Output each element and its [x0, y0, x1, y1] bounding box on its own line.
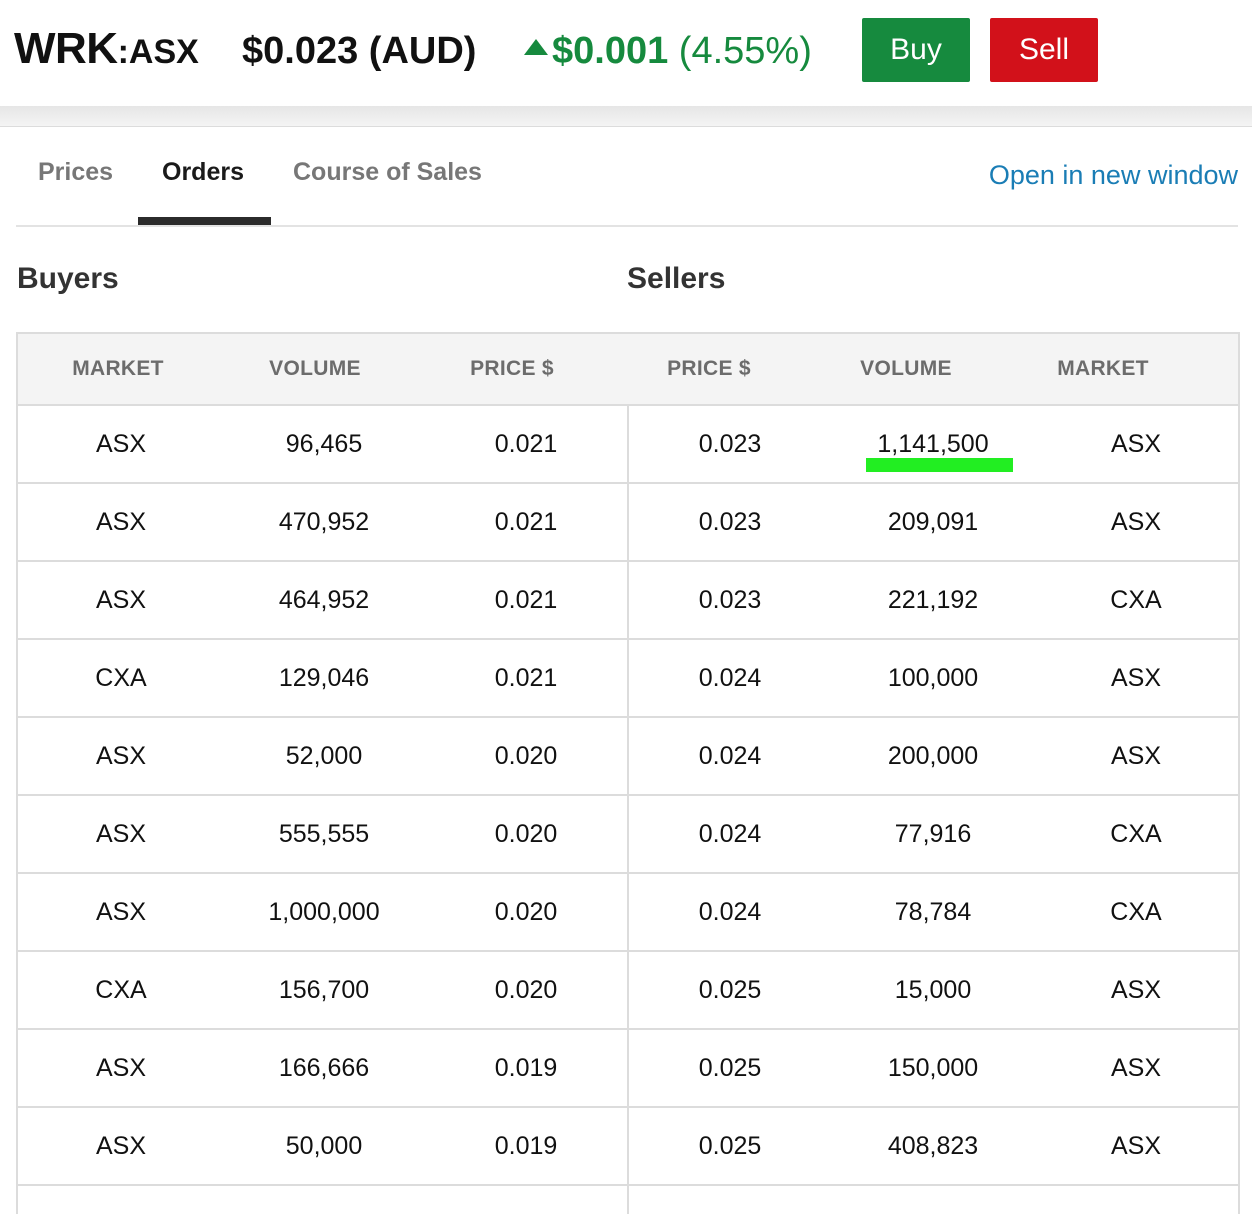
- cell-sell-price: 0.023: [698, 430, 762, 458]
- cell-buy-volume: 464,952: [278, 586, 370, 614]
- table-row: CXA 129,046 0.021 0.024 100,000 ASX: [18, 640, 1238, 718]
- order-book-table: MARKET VOLUME PRICE $ PRICE $ VOLUME MAR…: [16, 332, 1240, 1214]
- cell-sell-market: ASX: [1110, 664, 1162, 692]
- cell-sell-market: ASX: [1110, 1132, 1162, 1160]
- cell-sell-volume: 1,141,500: [877, 430, 989, 458]
- cell-sell-market: CXA: [1110, 898, 1162, 926]
- cell-sell-volume: 15,000: [894, 976, 972, 1004]
- cell-sell-volume: 77,916: [894, 820, 972, 848]
- symbol-code: WRK: [14, 24, 118, 73]
- header-divider: [0, 106, 1252, 127]
- cell-buy-price: 0.021: [494, 430, 558, 458]
- cell-sell-market: ASX: [1110, 430, 1162, 458]
- sell-button[interactable]: Sell: [990, 18, 1098, 82]
- cell-buy-volume: 50,000: [285, 1132, 363, 1160]
- cell-sell-price: 0.023: [698, 586, 762, 614]
- volume-highlight-marker: [866, 458, 1013, 472]
- cell-sell-volume: 150,000: [887, 1054, 979, 1082]
- cell-buy-price: 0.020: [494, 898, 558, 926]
- cell-buy-market: ASX: [95, 586, 147, 614]
- cell-sell-market: ASX: [1110, 508, 1162, 536]
- table-row: ASX 470,952 0.021 0.023 209,091 ASX: [18, 484, 1238, 562]
- change-percent: (4.55%): [678, 30, 812, 72]
- cell-sell-volume: 200,000: [887, 742, 979, 770]
- cell-sell-market: CXA: [1110, 586, 1162, 614]
- cell-buy-volume: 166,666: [278, 1054, 370, 1082]
- col-header-sell-price: PRICE $: [667, 357, 751, 380]
- cell-buy-market: ASX: [95, 742, 147, 770]
- cell-sell-market: ASX: [1110, 742, 1162, 770]
- cell-buy-volume: 555,555: [278, 820, 370, 848]
- ticker-symbol: WRK:ASX: [14, 24, 199, 74]
- cell-buy-price: 0.019: [494, 1132, 558, 1160]
- cell-buy-price: 0.020: [494, 976, 558, 1004]
- cell-buy-volume: [224, 1186, 424, 1214]
- buy-button[interactable]: Buy: [862, 18, 970, 82]
- exchange-suffix: :ASX: [117, 33, 199, 71]
- cell-buy-volume: 96,465: [285, 430, 363, 458]
- cell-sell-volume: 209,091: [887, 508, 979, 536]
- active-tab-indicator: [138, 217, 271, 225]
- cell-buy-volume: 52,000: [285, 742, 363, 770]
- col-header-sell-market: MARKET: [1057, 357, 1149, 380]
- col-header-buy-price: PRICE $: [470, 357, 554, 380]
- last-price: $0.023 (AUD): [242, 30, 477, 72]
- tab-prices[interactable]: Prices: [38, 158, 114, 186]
- price-change: $0.001 (4.55%): [524, 30, 812, 73]
- tab-course-of-sales[interactable]: Course of Sales: [293, 158, 482, 186]
- buy-sell-divider: [627, 406, 629, 1214]
- cell-buy-market: ASX: [95, 1054, 147, 1082]
- cell-buy-price: 0.021: [494, 664, 558, 692]
- col-header-buy-market: MARKET: [72, 357, 164, 380]
- cell-sell-price: 0.024: [698, 664, 762, 692]
- cell-buy-market: ASX: [95, 898, 147, 926]
- cell-buy-price: 0.021: [494, 586, 558, 614]
- cell-sell-market: [1036, 1186, 1236, 1214]
- col-header-buy-volume: VOLUME: [269, 357, 361, 380]
- cell-sell-volume: 78,784: [894, 898, 972, 926]
- tab-orders[interactable]: Orders: [162, 158, 244, 186]
- cell-buy-price: [426, 1186, 626, 1214]
- cell-sell-price: 0.024: [698, 742, 762, 770]
- cell-buy-market: ASX: [95, 430, 147, 458]
- cell-sell-price: 0.024: [698, 820, 762, 848]
- tab-bar: Prices Orders Course of Sales Open in ne…: [16, 128, 1238, 227]
- open-in-new-window-link[interactable]: Open in new window: [988, 160, 1238, 190]
- cell-buy-volume: 470,952: [278, 508, 370, 536]
- cell-sell-market: ASX: [1110, 1054, 1162, 1082]
- cell-sell-price: 0.024: [698, 898, 762, 926]
- cell-buy-market: ASX: [95, 508, 147, 536]
- cell-sell-volume: 100,000: [887, 664, 979, 692]
- cell-sell-price: [630, 1186, 830, 1214]
- cell-buy-market: [21, 1186, 221, 1214]
- cell-sell-volume: [833, 1186, 1033, 1214]
- change-amount: $0.001: [552, 30, 669, 72]
- cell-buy-volume: 156,700: [278, 976, 370, 1004]
- cell-sell-volume: 408,823: [887, 1132, 979, 1160]
- table-header: MARKET VOLUME PRICE $ PRICE $ VOLUME MAR…: [18, 334, 1238, 406]
- cell-buy-price: 0.019: [494, 1054, 558, 1082]
- cell-sell-market: CXA: [1110, 820, 1162, 848]
- cell-sell-price: 0.025: [698, 976, 762, 1004]
- cell-buy-volume: 1,000,000: [268, 898, 380, 926]
- cell-buy-price: 0.020: [494, 820, 558, 848]
- cell-sell-price: 0.023: [698, 508, 762, 536]
- cell-sell-volume: 221,192: [887, 586, 979, 614]
- cell-buy-price: 0.021: [494, 508, 558, 536]
- quote-header: WRK:ASX $0.023 (AUD) $0.001 (4.55%) Buy …: [0, 0, 1252, 106]
- triangle-up-icon: [524, 39, 548, 55]
- cell-buy-market: CXA: [95, 664, 147, 692]
- cell-buy-market: ASX: [95, 1132, 147, 1160]
- sellers-title: Sellers: [627, 262, 726, 295]
- cell-sell-market: ASX: [1110, 976, 1162, 1004]
- cell-buy-market: ASX: [95, 820, 147, 848]
- cell-buy-volume: 129,046: [278, 664, 370, 692]
- col-header-sell-volume: VOLUME: [860, 357, 952, 380]
- cell-sell-price: 0.025: [698, 1054, 762, 1082]
- buyers-title: Buyers: [17, 262, 119, 295]
- cell-buy-price: 0.020: [494, 742, 558, 770]
- cell-buy-market: CXA: [95, 976, 147, 1004]
- cell-sell-price: 0.025: [698, 1132, 762, 1160]
